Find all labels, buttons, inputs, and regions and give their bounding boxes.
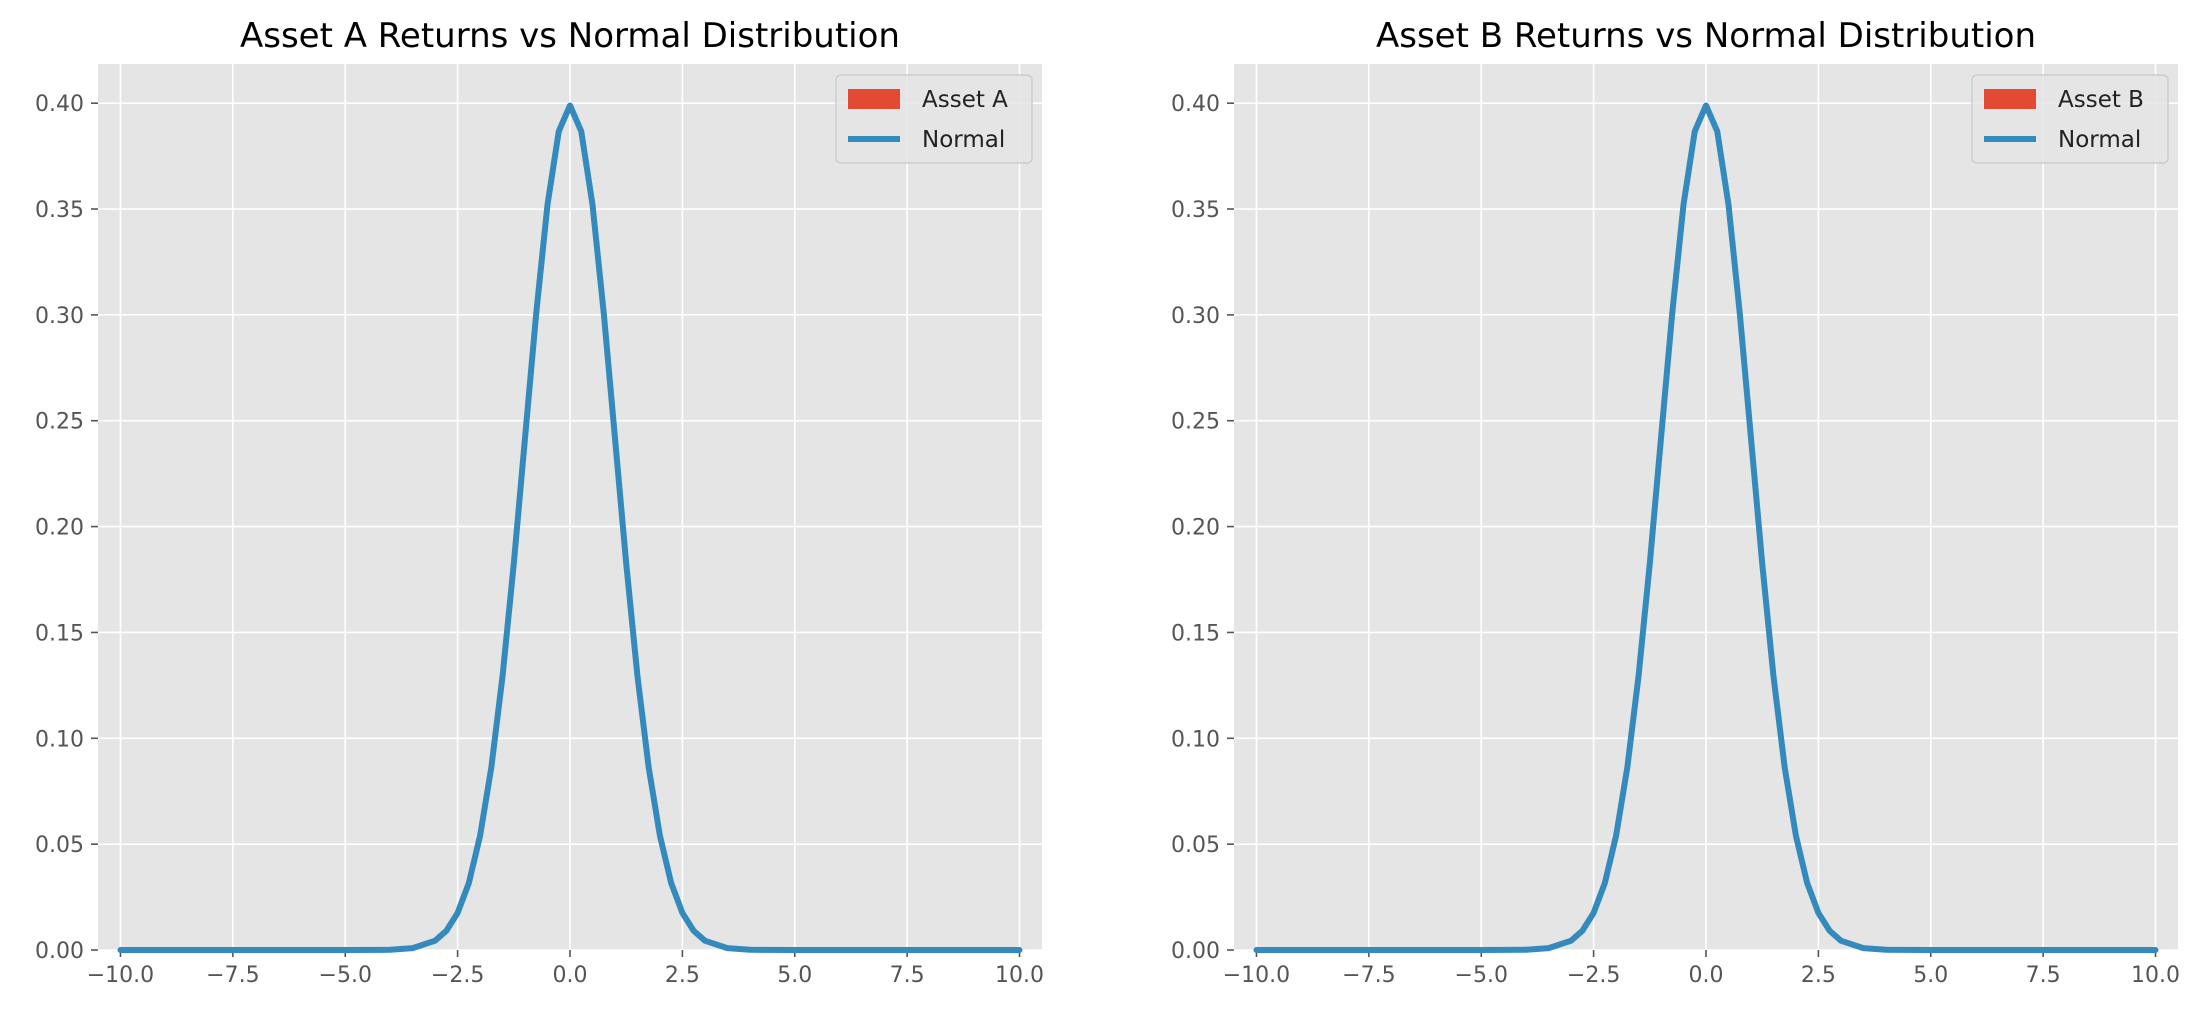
chart-panel-1: −10.0 −7.5 −5.0 −2.5 0.0 2.5 5.0 7.5 10.0 0.00 0.0… <box>35 16 1044 988</box>
x-tick-label: 2.5 <box>665 963 700 988</box>
x-tick-label: 0.0 <box>553 963 588 988</box>
legend: Asset B Normal <box>1971 74 2169 164</box>
y-tick-label: 0.35 <box>35 198 84 223</box>
chart-title: Asset A Returns vs Normal Distribution <box>240 16 900 56</box>
x-tick-label: −10.0 <box>1223 963 1290 988</box>
x-tick-label: 5.0 <box>1913 963 1948 988</box>
legend: Asset A Normal <box>835 74 1033 164</box>
x-tick-label: −2.5 <box>1567 963 1620 988</box>
y-tick-label: 0.15 <box>35 621 84 646</box>
y-tick-label: 0.30 <box>35 304 84 329</box>
x-tick-label: −10.0 <box>87 963 154 988</box>
y-tick-label: 0.20 <box>1171 516 1220 541</box>
series-line-normal <box>1253 102 2159 953</box>
x-tick-label: 2.5 <box>1801 963 1836 988</box>
legend-label: Normal <box>922 127 1005 153</box>
series-line-normal <box>117 102 1023 953</box>
y-tick-label: 0.40 <box>35 92 84 117</box>
y-tick-label: 0.10 <box>35 727 84 752</box>
x-tick-label: 10.0 <box>995 963 1044 988</box>
x-tick-label: −2.5 <box>431 963 484 988</box>
y-tick-label: 0.35 <box>1171 198 1220 223</box>
x-tick-label: 7.5 <box>2026 963 2061 988</box>
x-tick-label: −7.5 <box>1342 963 1395 988</box>
legend-swatch-histogram <box>848 89 900 109</box>
y-tick-label: 0.25 <box>35 410 84 435</box>
y-tick-label: 0.40 <box>1171 92 1220 117</box>
y-tick-label: 0.00 <box>35 939 84 964</box>
x-tick-label: −5.0 <box>319 963 372 988</box>
legend-swatch-histogram <box>1984 89 2036 109</box>
legend-label: Asset A <box>922 87 1008 113</box>
y-tick-label: 0.05 <box>1171 833 1220 858</box>
y-tick-label: 0.30 <box>1171 304 1220 329</box>
y-tick-label: 0.25 <box>1171 410 1220 435</box>
legend-label: Asset B <box>2058 87 2144 113</box>
x-tick-label: −7.5 <box>206 963 259 988</box>
x-tick-label: −5.0 <box>1455 963 1508 988</box>
y-tick-label: 0.05 <box>35 833 84 858</box>
y-tick-label: 0.20 <box>35 516 84 541</box>
y-tick-label: 0.00 <box>1171 939 1220 964</box>
x-tick-label: 0.0 <box>1689 963 1724 988</box>
chart-title: Asset B Returns vs Normal Distribution <box>1376 16 2036 56</box>
y-tick-label: 0.10 <box>1171 727 1220 752</box>
legend-label: Normal <box>2058 127 2141 153</box>
x-tick-label: 5.0 <box>777 963 812 988</box>
x-tick-label: 10.0 <box>2131 963 2180 988</box>
chart-panel-2: −10.0 −7.5 −5.0 −2.5 0.0 2.5 5.0 7.5 10.0 0.00 0.0… <box>1171 16 2180 988</box>
y-tick-label: 0.15 <box>1171 621 1220 646</box>
x-tick-label: 7.5 <box>890 963 925 988</box>
